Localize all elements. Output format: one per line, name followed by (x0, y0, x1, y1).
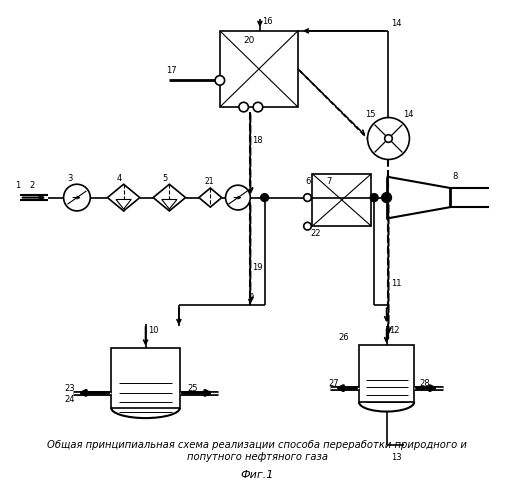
Circle shape (253, 102, 263, 112)
Circle shape (384, 135, 392, 142)
Text: 26: 26 (338, 333, 348, 342)
Text: 9: 9 (248, 293, 254, 302)
Text: 14: 14 (391, 19, 402, 28)
Text: Общая принципиальная схема реализации способа переработки природного и: Общая принципиальная схема реализации сп… (47, 440, 467, 450)
Text: 24: 24 (65, 395, 75, 404)
Bar (313, 174, 371, 226)
Circle shape (368, 118, 410, 160)
Text: 21: 21 (205, 177, 214, 186)
Circle shape (382, 193, 391, 202)
Circle shape (304, 223, 311, 230)
Text: 5: 5 (162, 174, 168, 183)
Text: 22: 22 (310, 229, 321, 239)
Polygon shape (199, 188, 222, 207)
Text: 17: 17 (167, 66, 177, 75)
Circle shape (64, 184, 90, 211)
Text: 18: 18 (252, 136, 263, 145)
Polygon shape (107, 184, 140, 211)
Text: 4: 4 (117, 174, 122, 183)
Circle shape (371, 194, 378, 202)
Text: 14: 14 (403, 110, 413, 119)
Text: 16: 16 (262, 17, 272, 26)
Text: 2: 2 (29, 181, 34, 190)
Text: 19: 19 (252, 262, 263, 271)
Text: 28: 28 (419, 379, 430, 388)
Text: попутного нефтяного газа: попутного нефтяного газа (187, 452, 327, 462)
Text: 1: 1 (15, 181, 20, 190)
Text: 25: 25 (188, 384, 198, 393)
Text: 8: 8 (452, 172, 457, 181)
Circle shape (215, 76, 225, 85)
Bar (359, 345, 414, 402)
Text: 3: 3 (67, 174, 73, 183)
Polygon shape (162, 200, 177, 209)
Text: 6: 6 (306, 177, 311, 186)
Text: 10: 10 (149, 326, 159, 335)
Polygon shape (153, 184, 186, 211)
Circle shape (261, 194, 268, 202)
Bar (111, 348, 180, 408)
Text: 7: 7 (326, 177, 332, 186)
Circle shape (226, 185, 250, 210)
Circle shape (239, 102, 248, 112)
Text: 27: 27 (328, 379, 339, 388)
Text: Фиг.1: Фиг.1 (241, 470, 273, 480)
Circle shape (304, 194, 311, 202)
Bar (220, 31, 298, 107)
Text: 12: 12 (390, 326, 400, 335)
Text: 15: 15 (364, 110, 375, 119)
Text: 23: 23 (65, 384, 75, 393)
Text: 20: 20 (244, 36, 255, 45)
Text: 11: 11 (391, 279, 402, 288)
Polygon shape (116, 200, 131, 209)
Text: 13: 13 (391, 453, 402, 462)
